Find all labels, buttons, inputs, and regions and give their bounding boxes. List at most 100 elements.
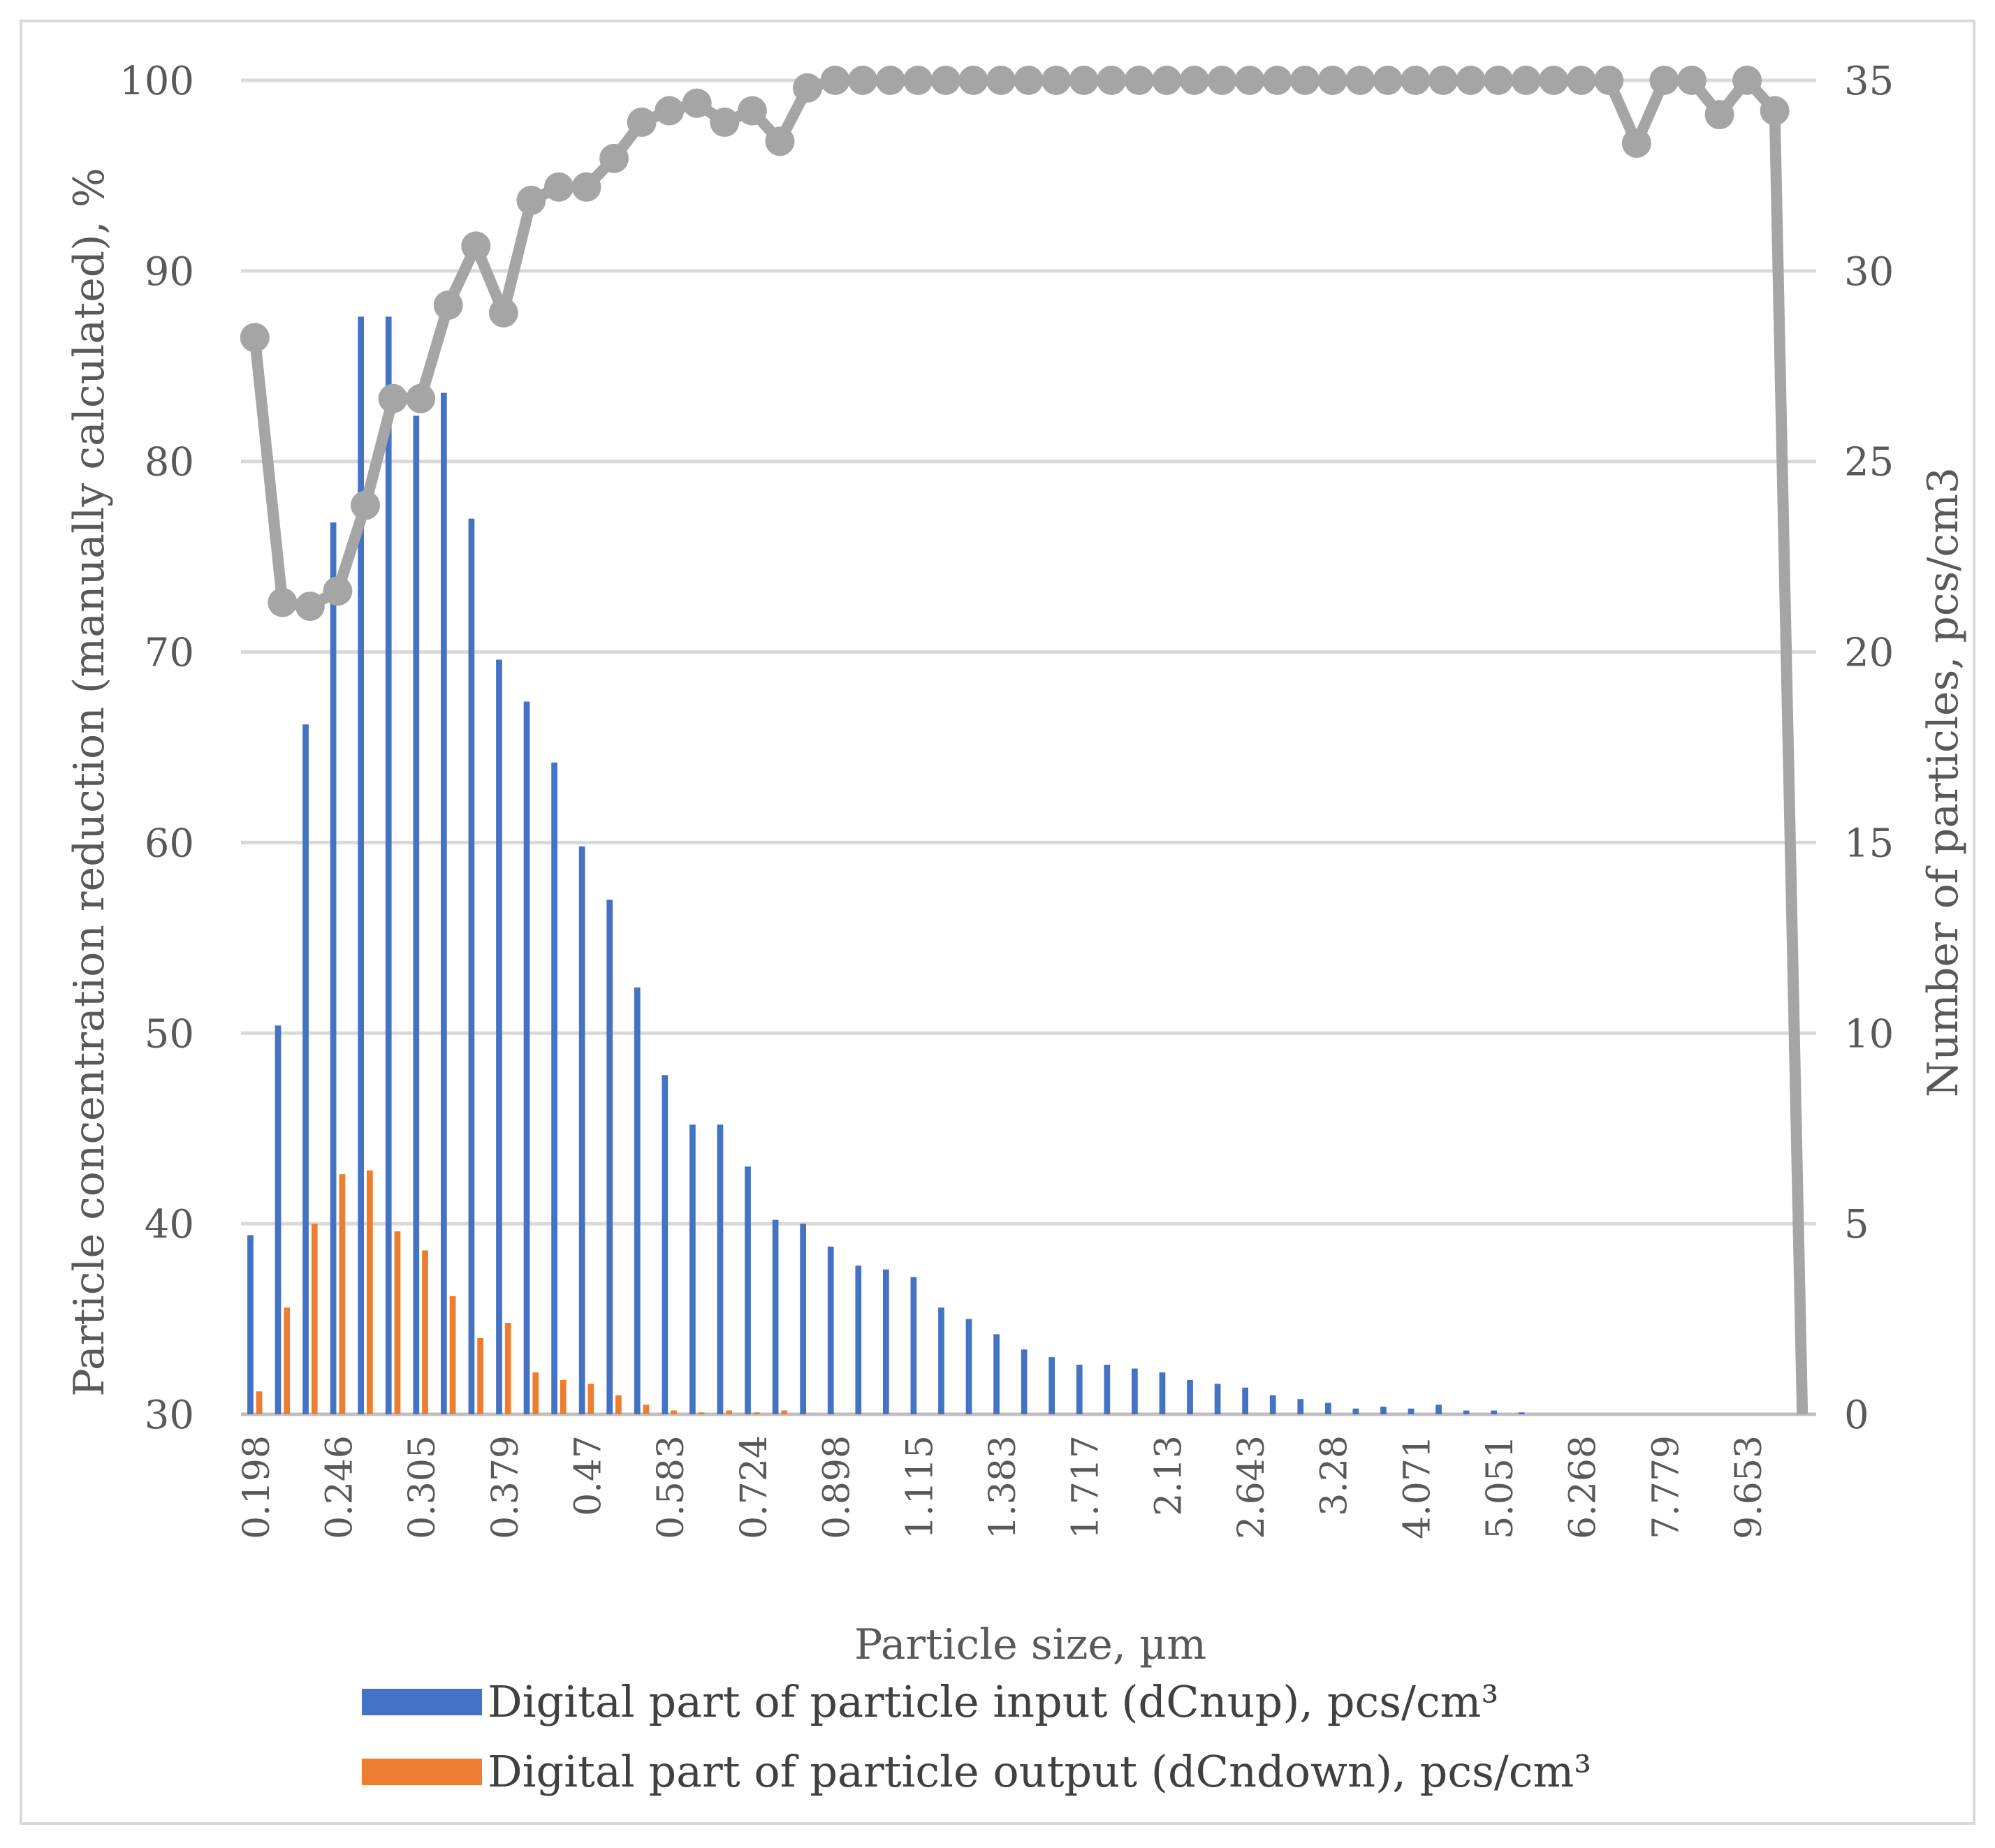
reduction-point (1676, 66, 1707, 95)
x-tick-label: 0.724 (733, 1435, 775, 1539)
reduction-point (820, 66, 850, 95)
y-tick-left: 70 (145, 631, 194, 676)
reduction-point (351, 490, 381, 520)
bar-output (367, 1170, 373, 1414)
x-tick-label: 3.28 (1314, 1435, 1356, 1516)
bar-input (468, 518, 475, 1414)
reduction-point (1484, 66, 1514, 95)
y-tick-right: 15 (1844, 821, 1894, 866)
bar-input (496, 659, 502, 1414)
x-tick-label: 2.643 (1231, 1435, 1273, 1539)
x-tick-label: 0.246 (319, 1435, 360, 1539)
reduction-point (1042, 66, 1072, 95)
bar-input (1214, 1384, 1221, 1414)
reduction-point (958, 66, 988, 95)
bar-input (1518, 1412, 1525, 1414)
x-tick-label: 7.779 (1645, 1435, 1687, 1539)
legend: Digital part of particle input (dCnup), … (362, 1676, 1591, 1797)
y-tick-left: 40 (145, 1202, 194, 1247)
bar-output (643, 1405, 650, 1414)
reduction-point (1760, 96, 1790, 126)
reduction-point (765, 126, 795, 156)
x-tick-label: 0.305 (402, 1435, 444, 1539)
reduction-point (1345, 66, 1375, 95)
reduction-point (1428, 66, 1458, 95)
reduction-point (930, 66, 960, 95)
reduction-point (875, 66, 905, 95)
bar-input (1242, 1387, 1248, 1414)
bar-input (1021, 1349, 1028, 1414)
y-tick-left: 100 (119, 59, 194, 104)
bar-input (1297, 1399, 1304, 1414)
reduction-point (1069, 66, 1099, 95)
bar-input (1159, 1372, 1166, 1414)
reduction-point (268, 587, 298, 617)
x-tick-label: 1.115 (899, 1435, 941, 1539)
reduction-point (433, 290, 463, 320)
bar-output (532, 1372, 539, 1414)
bar-input (882, 1269, 889, 1414)
reduction-point (240, 323, 270, 353)
bar-output (311, 1224, 318, 1414)
bar-output (422, 1250, 428, 1414)
bar-input (1491, 1410, 1498, 1414)
bar-input (634, 987, 641, 1414)
bar-input (1104, 1365, 1111, 1414)
y-axis-left-title: Particle concentration reduction (manual… (65, 168, 114, 1396)
reduction-point (599, 143, 629, 173)
bar-output (560, 1379, 567, 1414)
x-tick-label: 0.198 (236, 1435, 278, 1539)
reduction-point (1566, 66, 1596, 95)
bar-input (1463, 1410, 1470, 1414)
bar-output (504, 1323, 511, 1414)
reduction-point (295, 592, 325, 622)
reduction-point (710, 108, 740, 138)
reduction-point (986, 66, 1016, 95)
x-tick-label: 2.13 (1148, 1435, 1190, 1516)
reduction-point (1456, 66, 1486, 95)
reduction-point (737, 96, 767, 126)
bar-input (745, 1166, 751, 1414)
bar-series (247, 316, 1525, 1415)
reduction-point (488, 298, 518, 328)
y-tick-right: 5 (1844, 1202, 1869, 1247)
reduction-point (1014, 66, 1044, 95)
reduction-point (543, 172, 573, 202)
bar-output (394, 1231, 401, 1414)
x-tick-label: 6.268 (1563, 1435, 1605, 1539)
reduction-point (1234, 66, 1264, 95)
bar-input (606, 900, 613, 1414)
bar-output (587, 1384, 594, 1414)
reduction-point (516, 185, 546, 215)
reduction-point (848, 66, 878, 95)
bar-input (1187, 1379, 1193, 1414)
bar-input (247, 1235, 254, 1414)
bar-input (1048, 1357, 1055, 1414)
reduction-point (682, 88, 712, 118)
reduction-point (1539, 66, 1569, 95)
reduction-point (1262, 66, 1292, 95)
x-tick-label: 1.717 (1065, 1435, 1107, 1539)
gridlines (241, 78, 1816, 1416)
bar-input (1380, 1407, 1387, 1414)
y-tick-right: 10 (1844, 1011, 1894, 1057)
bar-input (1408, 1408, 1415, 1414)
reduction-point (1511, 66, 1541, 95)
reduction-point (461, 231, 491, 261)
bar-input (358, 316, 365, 1414)
x-tick-label: 0.898 (817, 1435, 858, 1539)
tick-labels: 30 40 50 60 70 80 90 100 0 5 10 15 20 25 30 35 0.198 0.24… (119, 59, 1894, 1539)
reduction-point (1732, 66, 1762, 95)
legend-label-output: Digital part of particle output (dCndown… (488, 1746, 1591, 1797)
x-tick-label: 0.379 (485, 1435, 527, 1539)
reduction-point (1594, 66, 1624, 95)
reduction-point (323, 576, 353, 606)
reduction-point (1704, 100, 1734, 130)
bar-output (698, 1412, 705, 1414)
bar-input (689, 1124, 696, 1414)
x-tick-label: 0.47 (568, 1435, 610, 1516)
bar-output (284, 1307, 291, 1414)
bar-output (781, 1410, 788, 1414)
